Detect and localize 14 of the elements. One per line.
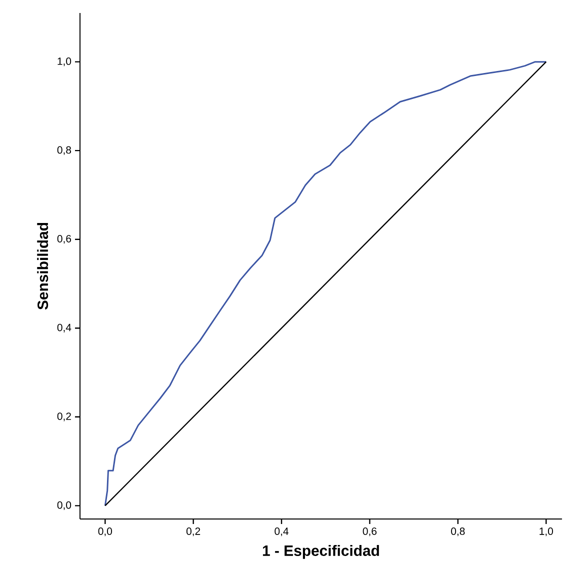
y-tick-label: 0,6	[57, 235, 72, 244]
x-tick-label: 1,0	[540, 528, 553, 536]
x-tick-label: 0,4	[274, 528, 288, 536]
x-tick-label: 0,2	[186, 528, 200, 536]
y-tick-label: 0,8	[57, 146, 72, 155]
y-tick-label: 1,0	[58, 58, 72, 66]
x-axis-title: 1 - Especificidad	[262, 544, 379, 559]
y-tick-label: 0,2	[57, 412, 71, 422]
y-axis-title: Sensibilidad	[37, 222, 48, 310]
x-tick-label: 0,0	[98, 528, 112, 536]
y-tick-label: 0,4	[57, 324, 72, 332]
x-tick-label: 0,8	[451, 528, 465, 536]
y-tick-label: 0,0	[57, 501, 72, 510]
x-tick-label: 0,6	[362, 528, 377, 536]
